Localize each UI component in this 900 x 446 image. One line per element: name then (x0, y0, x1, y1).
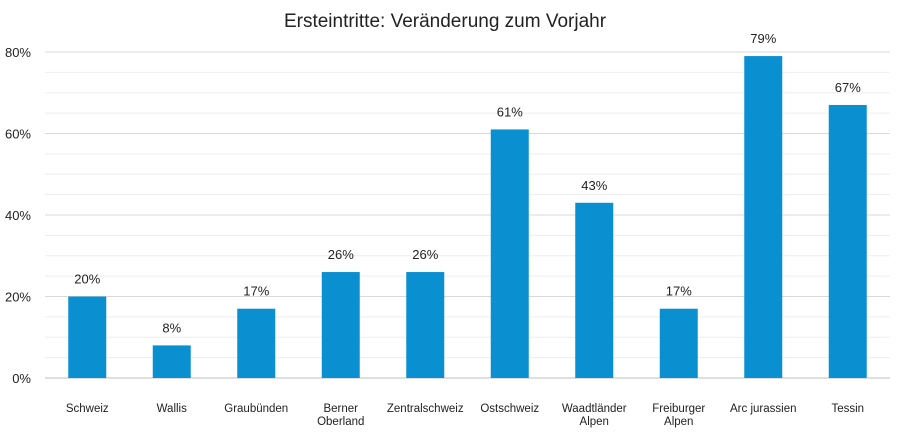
data-label: 61% (497, 104, 523, 119)
bar (152, 345, 191, 378)
data-label: 26% (412, 247, 438, 262)
x-tick-label: Ostschweiz (480, 403, 539, 415)
x-tick-label: Tessin (831, 403, 864, 415)
data-labels: 20% 8% 17% 26% 26% 61% 43% 17% 79% 67% (74, 31, 861, 335)
bar (490, 129, 529, 378)
data-label: 17% (243, 284, 269, 299)
y-tick-label: 80% (5, 45, 31, 60)
x-tick-label: Freiburger Alpen (652, 403, 705, 428)
y-tick-label: 0% (12, 371, 31, 386)
bar (744, 56, 783, 378)
data-label: 26% (328, 247, 354, 262)
x-tick-label: Schweiz (66, 403, 109, 415)
x-tick-label: Arc jurassien (730, 403, 796, 415)
bar (68, 296, 107, 378)
x-tick-label: Wallis (157, 403, 187, 415)
bar (828, 104, 867, 378)
data-label: 20% (74, 272, 100, 287)
y-axis: 0% 20% 40% 60% 80% (5, 45, 31, 386)
bar (575, 202, 614, 378)
data-label: 79% (750, 31, 776, 46)
chart-title: Ersteintritte: Veränderung zum Vorjahr (284, 11, 607, 32)
y-tick-label: 20% (5, 290, 31, 305)
x-tick-label: Berner Oberland (317, 403, 364, 428)
bar (321, 272, 360, 378)
data-label: 17% (666, 284, 692, 299)
y-tick-label: 60% (5, 127, 31, 142)
x-tick-label: Waadtländer Alpen (562, 403, 627, 428)
data-label: 8% (162, 320, 181, 335)
y-tick-label: 40% (5, 208, 31, 223)
x-axis: Schweiz Wallis Graubünden Berner Oberland Zen… (66, 403, 864, 428)
bar (406, 272, 445, 378)
bar (237, 308, 276, 378)
bars (68, 56, 867, 378)
data-label: 43% (581, 178, 607, 193)
bar (659, 308, 698, 378)
x-tick-label: Zentralschweiz (387, 403, 464, 415)
data-label: 67% (835, 80, 861, 95)
x-tick-label: Graubünden (224, 403, 288, 415)
